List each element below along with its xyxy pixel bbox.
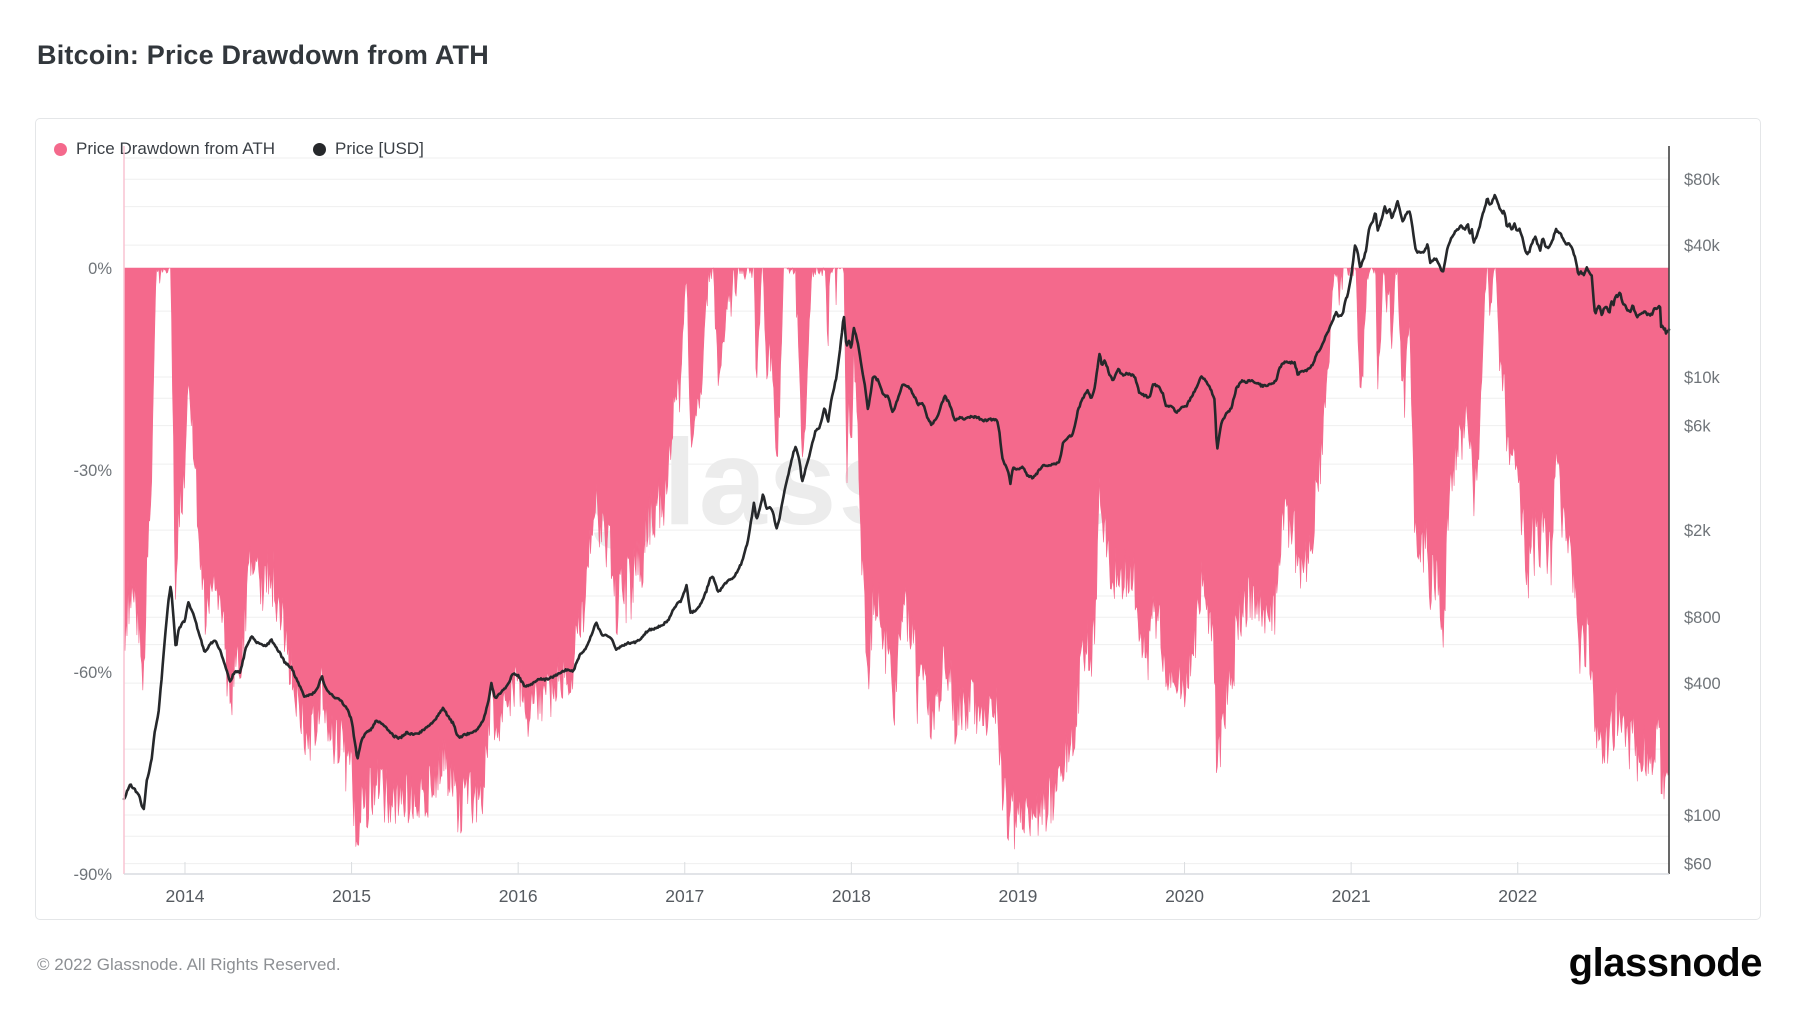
price-legend-dot-icon bbox=[313, 142, 327, 156]
year-tick-label: 2017 bbox=[665, 886, 704, 906]
drawdown-legend-dot-icon bbox=[54, 142, 67, 156]
left-axis-tick-label: 0% bbox=[88, 260, 112, 278]
year-tick-label: 2022 bbox=[1498, 886, 1537, 906]
chart-legend: Price Drawdown from ATH Price [USD] bbox=[54, 139, 424, 159]
left-axis-tick-label: -30% bbox=[73, 462, 112, 480]
left-axis-tick-label: -90% bbox=[73, 866, 112, 884]
year-tick-label: 2015 bbox=[332, 886, 371, 906]
right-axis-tick-label: $60 bbox=[1684, 856, 1712, 874]
drawdown-area-series[interactable] bbox=[123, 266, 1670, 850]
year-tick-label: 2019 bbox=[998, 886, 1037, 906]
right-axis-tick-label: $2k bbox=[1684, 522, 1711, 540]
chart-card: Price Drawdown from ATH Price [USD] glas… bbox=[35, 118, 1761, 920]
right-axis-tick-label: $400 bbox=[1684, 675, 1721, 693]
footer-copyright: © 2022 Glassnode. All Rights Reserved. bbox=[37, 955, 341, 974]
drawdown-chart[interactable]: glassnode0%-30%-60%-90%$80k$40k$10k$6k$2… bbox=[36, 119, 1762, 919]
legend-item-price[interactable]: Price [USD] bbox=[313, 139, 424, 159]
right-axis-tick-label: $10k bbox=[1684, 369, 1721, 387]
right-axis-tick-label: $40k bbox=[1684, 237, 1721, 255]
right-axis-tick-label: $6k bbox=[1684, 418, 1711, 436]
price-line-series[interactable] bbox=[122, 193, 1671, 811]
year-tick-label: 2016 bbox=[499, 886, 538, 906]
legend-label-price: Price [USD] bbox=[335, 139, 424, 158]
legend-item-drawdown[interactable]: Price Drawdown from ATH bbox=[54, 139, 275, 159]
year-tick-label: 2018 bbox=[832, 886, 871, 906]
year-tick-label: 2021 bbox=[1332, 886, 1371, 906]
right-axis-tick-label: $100 bbox=[1684, 807, 1721, 825]
year-tick-label: 2014 bbox=[166, 886, 205, 906]
left-axis-tick-label: -60% bbox=[73, 664, 112, 682]
right-axis-tick-label: $80k bbox=[1684, 171, 1721, 189]
right-axis-tick-label: $800 bbox=[1684, 609, 1721, 627]
page-title: Bitcoin: Price Drawdown from ATH bbox=[37, 40, 489, 70]
glassnode-logo: glassnode bbox=[1568, 941, 1763, 985]
legend-label-drawdown: Price Drawdown from ATH bbox=[76, 139, 276, 158]
year-tick-label: 2020 bbox=[1165, 886, 1204, 906]
